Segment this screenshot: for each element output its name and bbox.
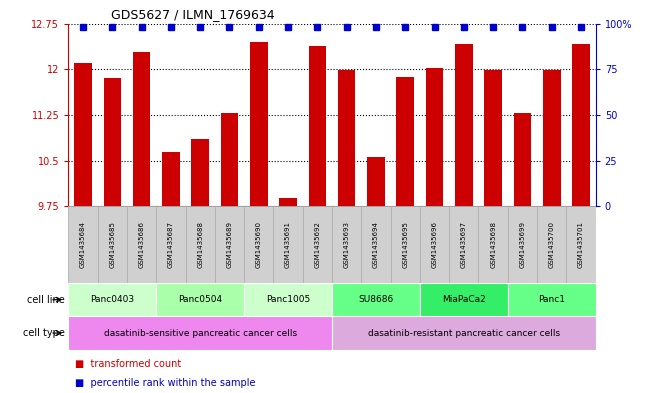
Text: GSM1435695: GSM1435695 [402, 221, 408, 268]
Bar [186, 206, 215, 283]
Text: Panc1005: Panc1005 [266, 295, 310, 304]
Text: GSM1435697: GSM1435697 [461, 221, 467, 268]
Bar [221, 113, 238, 206]
Bar [68, 206, 98, 283]
Bar [508, 206, 537, 283]
Bar [543, 70, 561, 206]
Text: cell type: cell type [23, 328, 65, 338]
Text: SU8686: SU8686 [358, 295, 394, 304]
Bar [420, 206, 449, 283]
Bar [332, 206, 361, 283]
Text: GSM1435690: GSM1435690 [256, 221, 262, 268]
Text: GSM1435691: GSM1435691 [285, 221, 291, 268]
Bar [244, 206, 273, 283]
Text: GSM1435687: GSM1435687 [168, 221, 174, 268]
Bar [332, 316, 596, 350]
Text: GSM1435698: GSM1435698 [490, 221, 496, 268]
Bar [508, 283, 596, 316]
Bar [572, 44, 590, 206]
Bar [449, 206, 478, 283]
Bar [162, 151, 180, 206]
Bar [566, 206, 596, 283]
Text: Panc1: Panc1 [538, 295, 565, 304]
Bar [361, 206, 391, 283]
Bar [273, 206, 303, 283]
Text: GSM1435688: GSM1435688 [197, 221, 203, 268]
Text: Panc0504: Panc0504 [178, 295, 222, 304]
Bar [244, 283, 332, 316]
Text: MiaPaCa2: MiaPaCa2 [442, 295, 486, 304]
Bar [250, 42, 268, 206]
Text: cell line: cell line [27, 295, 65, 305]
Bar [396, 77, 414, 206]
Text: GSM1435701: GSM1435701 [578, 221, 584, 268]
Text: GSM1435685: GSM1435685 [109, 221, 115, 268]
Bar [98, 206, 127, 283]
Bar [537, 206, 566, 283]
Bar [104, 78, 121, 206]
Text: GSM1435694: GSM1435694 [373, 221, 379, 268]
Text: GSM1435700: GSM1435700 [549, 221, 555, 268]
Bar [426, 68, 443, 206]
Bar [74, 63, 92, 206]
Text: GSM1435684: GSM1435684 [80, 221, 86, 268]
Bar [478, 206, 508, 283]
Bar [455, 44, 473, 206]
Text: GSM1435699: GSM1435699 [519, 221, 525, 268]
Bar [156, 206, 186, 283]
Bar [420, 283, 508, 316]
Text: dasatinib-resistant pancreatic cancer cells: dasatinib-resistant pancreatic cancer ce… [368, 329, 560, 338]
Bar [338, 70, 355, 206]
Bar [309, 46, 326, 206]
Text: Panc0403: Panc0403 [90, 295, 134, 304]
Bar [391, 206, 420, 283]
Bar [156, 283, 244, 316]
Bar [514, 113, 531, 206]
Text: GSM1435686: GSM1435686 [139, 221, 145, 268]
Text: dasatinib-sensitive pancreatic cancer cells: dasatinib-sensitive pancreatic cancer ce… [104, 329, 297, 338]
Bar [215, 206, 244, 283]
Text: GSM1435693: GSM1435693 [344, 221, 350, 268]
Bar [303, 206, 332, 283]
Bar [127, 206, 156, 283]
Bar [133, 52, 150, 206]
Text: ■  percentile rank within the sample: ■ percentile rank within the sample [75, 378, 255, 388]
Bar [279, 198, 297, 206]
Bar [332, 283, 420, 316]
Text: ■  transformed count: ■ transformed count [75, 358, 181, 369]
Bar [367, 157, 385, 206]
Bar [191, 139, 209, 206]
Text: GSM1435692: GSM1435692 [314, 221, 320, 268]
Text: GSM1435696: GSM1435696 [432, 221, 437, 268]
Bar [484, 70, 502, 206]
Text: GSM1435689: GSM1435689 [227, 221, 232, 268]
Text: GDS5627 / ILMN_1769634: GDS5627 / ILMN_1769634 [111, 8, 274, 21]
Bar [68, 283, 156, 316]
Bar [68, 316, 332, 350]
